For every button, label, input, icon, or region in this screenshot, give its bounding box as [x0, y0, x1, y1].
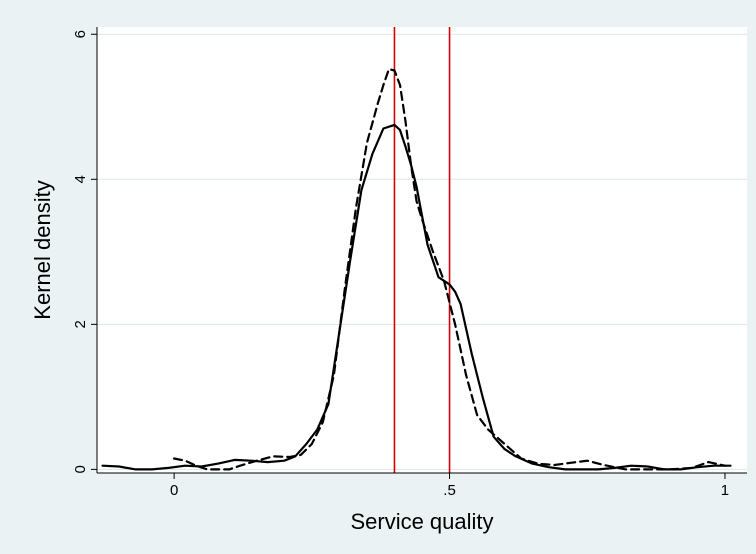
x-tick-label-2: 1 [721, 482, 729, 499]
x-tick-label-1: .5 [443, 482, 456, 499]
y-axis-title: Kernel density [30, 180, 55, 319]
y-tick-label-0: 0 [72, 465, 89, 473]
y-axis-ticks: 0 2 4 6 [72, 30, 97, 474]
density-curves [101, 67, 732, 471]
plot-area [97, 27, 747, 473]
y-tick-label-2: 4 [72, 175, 89, 183]
density-series-dashed [173, 67, 727, 471]
x-axis-ticks: 0.5 1 [170, 473, 729, 499]
y-tick-label-3: 6 [72, 30, 89, 38]
reference-lines [393, 27, 451, 473]
x-tick-label-0: 0 [170, 482, 178, 499]
y-tick-label-1: 2 [72, 320, 89, 328]
x-axis-title: Service quality [350, 509, 493, 534]
